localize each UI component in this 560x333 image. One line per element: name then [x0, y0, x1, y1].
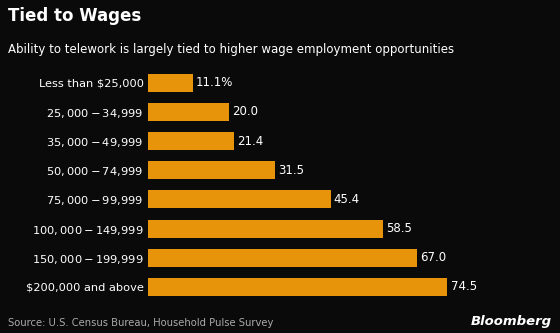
Text: 45.4: 45.4: [334, 193, 360, 206]
Bar: [148, 219, 383, 238]
Bar: [148, 103, 228, 121]
Bar: [148, 161, 275, 179]
Text: Ability to telework is largely tied to higher wage employment opportunities: Ability to telework is largely tied to h…: [8, 43, 455, 56]
Text: 74.5: 74.5: [451, 280, 477, 293]
Text: 67.0: 67.0: [421, 251, 447, 264]
Text: 31.5: 31.5: [278, 164, 304, 177]
Text: 11.1%: 11.1%: [196, 76, 234, 89]
Bar: [148, 249, 417, 267]
Bar: [148, 190, 330, 208]
Text: Tied to Wages: Tied to Wages: [8, 7, 142, 25]
Text: 58.5: 58.5: [386, 222, 412, 235]
Bar: [148, 132, 234, 150]
Bar: [148, 278, 447, 296]
Text: Bloomberg: Bloomberg: [470, 315, 552, 328]
Text: 21.4: 21.4: [237, 135, 264, 148]
Bar: [148, 74, 193, 92]
Text: Source: U.S. Census Bureau, Household Pulse Survey: Source: U.S. Census Bureau, Household Pu…: [8, 318, 274, 328]
Text: 20.0: 20.0: [232, 105, 258, 118]
